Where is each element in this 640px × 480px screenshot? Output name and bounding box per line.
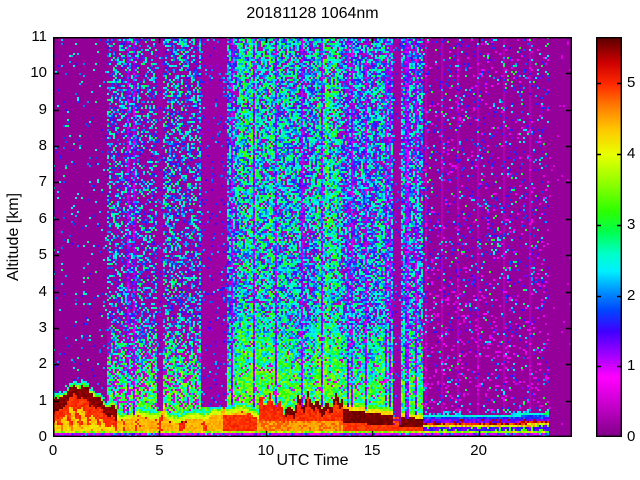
y-tick-label: 1 (38, 391, 47, 409)
y-tick-label: 10 (30, 64, 47, 82)
colorbar-tick-label: 3 (627, 215, 636, 233)
heatmap-canvas (53, 37, 572, 437)
y-tick-label: 6 (38, 209, 47, 227)
colorbar-tick-label: 5 (627, 74, 636, 92)
y-axis-label: Altitude [km] (5, 192, 22, 282)
colorbar-tick-label: 0 (627, 428, 636, 445)
x-tick-label: 10 (257, 442, 275, 459)
y-tick-label: 11 (31, 28, 47, 45)
x-axis-label: UTC Time (276, 452, 349, 469)
y-tick-label: 2 (38, 355, 47, 373)
colorbar-tick-label: 2 (627, 286, 636, 304)
y-tick-label: 8 (38, 137, 47, 155)
y-tick-label: 9 (38, 100, 47, 118)
y-tick-label: 7 (38, 173, 47, 191)
y-tick-label: 4 (38, 282, 47, 300)
y-tick-label: 3 (38, 318, 47, 336)
y-tick-label: 0 (38, 428, 47, 445)
colorbar-tick-label: 4 (627, 145, 636, 163)
x-tick-label: 0 (48, 442, 58, 459)
y-tick-label: 5 (38, 246, 47, 264)
colorbar-canvas (596, 37, 622, 437)
colorbar-tick-label: 1 (627, 357, 636, 375)
x-tick-label: 5 (155, 442, 164, 459)
x-tick-label: 15 (363, 442, 381, 459)
plot-title: 20181128 1064nm (246, 5, 379, 22)
x-tick-label: 20 (470, 442, 487, 459)
